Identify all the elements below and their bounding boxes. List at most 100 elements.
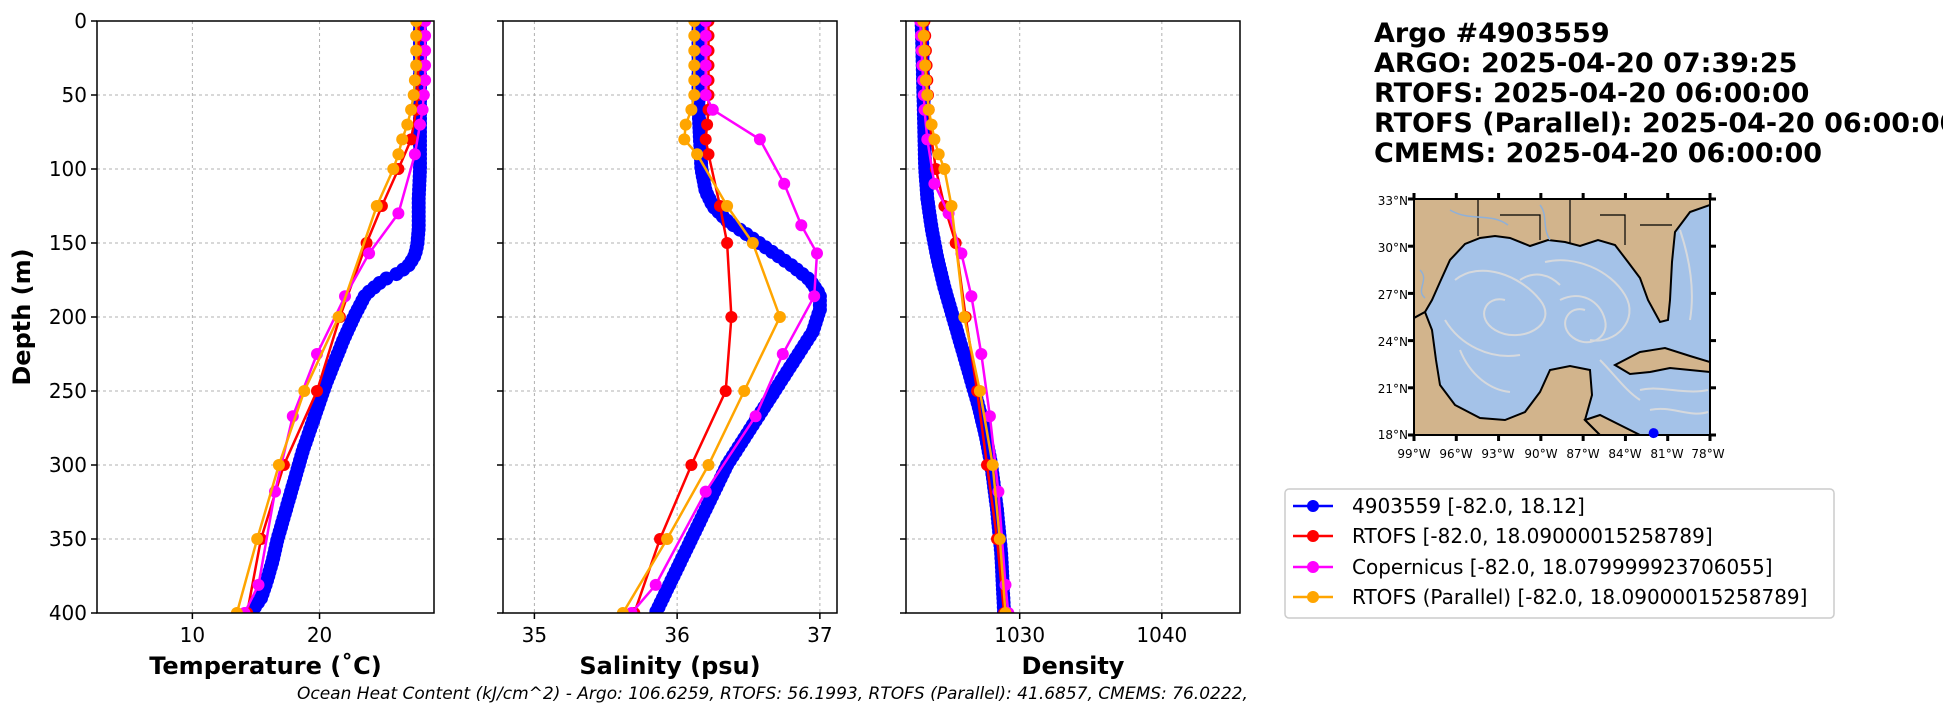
y-axis-label: Depth (m) xyxy=(8,248,36,385)
data-point xyxy=(699,74,712,87)
data-point xyxy=(392,207,405,220)
data-point xyxy=(661,533,674,545)
data-point xyxy=(419,21,432,27)
data-point xyxy=(392,148,405,161)
data-point xyxy=(811,247,823,260)
data-point xyxy=(808,290,821,303)
data-point xyxy=(691,148,704,161)
data-point xyxy=(983,410,996,423)
x-tick-label: 35 xyxy=(522,623,547,647)
data-point xyxy=(945,200,958,212)
data-point xyxy=(699,29,712,42)
data-point xyxy=(419,29,432,42)
data-point xyxy=(230,607,243,613)
series-copernicus xyxy=(625,21,823,613)
data-point xyxy=(419,74,432,87)
lon-label: 81°W xyxy=(1650,447,1683,461)
title-line-4: RTOFS (Parallel): 2025-04-20 06:00:00 xyxy=(1374,108,1943,139)
data-point xyxy=(773,311,786,323)
data-point xyxy=(414,118,426,131)
data-point xyxy=(928,177,941,190)
x-tick-label: 1030 xyxy=(994,623,1045,647)
series-rtofs_par xyxy=(230,21,423,613)
ocean-heat-content-footer: Ocean Heat Content (kJ/cm^2) - Argo: 106… xyxy=(297,684,1248,704)
map-land-central xyxy=(1583,413,1641,435)
data-point xyxy=(921,89,934,101)
x-tick-label: 37 xyxy=(807,623,832,647)
data-point xyxy=(932,148,945,161)
data-point xyxy=(917,21,930,27)
title-line-2: ARGO: 2025-04-20 07:39:25 xyxy=(1374,48,1797,79)
data-point xyxy=(410,44,423,57)
data-point xyxy=(685,103,698,116)
y-tick-label: 100 xyxy=(49,157,87,181)
data-point xyxy=(919,74,932,87)
data-point xyxy=(370,200,383,212)
data-point xyxy=(405,103,418,116)
data-point xyxy=(749,410,762,423)
title-line-3: RTOFS: 2025-04-20 06:00:00 xyxy=(1374,78,1809,109)
data-point xyxy=(332,311,345,323)
data-point xyxy=(407,89,420,101)
legend-entry: RTOFS (Parallel) [-82.0, 18.090000152587… xyxy=(1293,585,1807,609)
map-land-north xyxy=(1414,199,1710,324)
y-tick-label: 300 xyxy=(49,453,87,477)
series-rtofs_par xyxy=(917,21,1012,613)
data-point xyxy=(688,29,701,42)
data-point xyxy=(721,237,734,249)
data-point xyxy=(738,385,751,397)
data-point xyxy=(999,578,1012,591)
data-point xyxy=(410,21,423,27)
legend-label: Copernicus [-82.0, 18.079999923706055] xyxy=(1352,555,1773,579)
data-point xyxy=(679,118,692,131)
lon-label: 99°W xyxy=(1397,447,1430,461)
data-point xyxy=(917,29,930,42)
data-point xyxy=(410,59,423,72)
x-axis-label: Temperature (˚C) xyxy=(149,652,382,680)
y-tick-label: 150 xyxy=(49,231,87,255)
data-point xyxy=(699,133,712,146)
legend-frame xyxy=(1284,488,1835,619)
data-point xyxy=(408,148,421,161)
data-point xyxy=(919,59,932,72)
data-point xyxy=(387,163,400,175)
data-point xyxy=(363,247,376,260)
data-point xyxy=(401,118,414,131)
data-point xyxy=(958,311,971,323)
data-point xyxy=(753,133,766,146)
lon-label: 78°W xyxy=(1691,447,1724,461)
data-point xyxy=(410,29,423,42)
data-point xyxy=(649,604,664,613)
data-point xyxy=(776,348,789,360)
data-point xyxy=(419,44,432,57)
lat-label: 33°N xyxy=(1378,194,1408,208)
x-tick-label: 1040 xyxy=(1136,623,1187,647)
data-point xyxy=(688,59,701,72)
data-point xyxy=(778,177,791,190)
data-point xyxy=(416,103,429,116)
data-point xyxy=(925,118,938,131)
data-point xyxy=(419,59,432,72)
data-point xyxy=(616,607,629,613)
data-point xyxy=(746,237,759,249)
lon-label: 93°W xyxy=(1481,447,1514,461)
float-location-marker xyxy=(1648,428,1659,439)
legend-label: RTOFS (Parallel) [-82.0, 18.090000152587… xyxy=(1352,585,1807,609)
data-point xyxy=(688,89,701,101)
y-tick-label: 400 xyxy=(49,601,87,625)
data-point xyxy=(725,311,738,323)
data-point xyxy=(938,163,951,175)
data-point xyxy=(688,21,701,27)
data-point xyxy=(986,459,999,471)
x-tick-label: 36 xyxy=(664,623,689,647)
data-point xyxy=(795,219,808,232)
data-point xyxy=(685,459,698,471)
data-point xyxy=(699,485,712,498)
lat-label: 27°N xyxy=(1378,288,1408,302)
data-point xyxy=(405,133,418,146)
lat-label: 21°N xyxy=(1378,382,1408,396)
data-point xyxy=(999,607,1012,613)
x-tick-label: 20 xyxy=(307,623,332,647)
data-point xyxy=(311,385,323,397)
